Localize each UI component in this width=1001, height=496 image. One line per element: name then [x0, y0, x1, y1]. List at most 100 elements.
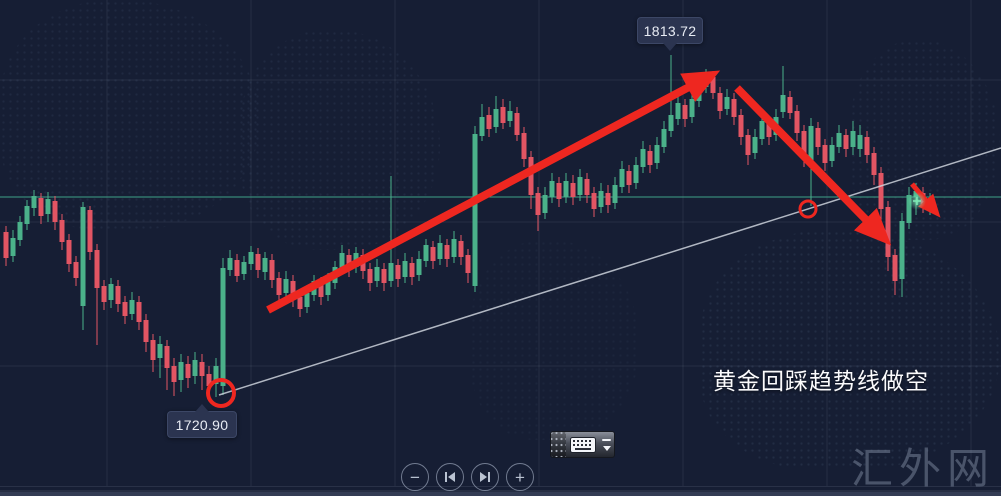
candle-body — [430, 247, 436, 261]
candle-body — [451, 239, 457, 257]
candle-body — [472, 134, 478, 286]
candle-body — [871, 153, 877, 175]
candle-body — [843, 135, 849, 149]
highlight-circle-1[interactable] — [206, 378, 236, 408]
candle-body — [101, 286, 107, 302]
candle-body — [52, 201, 58, 222]
zoom-in-button[interactable]: + — [506, 463, 534, 491]
candle-body — [248, 252, 254, 264]
candle-body — [304, 293, 310, 307]
candle-body — [227, 258, 233, 270]
highlight-circle-2[interactable] — [798, 199, 818, 219]
candle-body — [654, 145, 660, 163]
candle-body — [724, 97, 730, 109]
candle-body — [633, 165, 639, 183]
candle-body — [73, 262, 79, 278]
candle-body — [409, 263, 415, 277]
candle-body — [892, 255, 898, 281]
candle-body — [346, 255, 352, 269]
candle-body — [731, 99, 737, 117]
candle-body — [682, 105, 688, 119]
callout-tail — [663, 43, 677, 51]
candlestick-series — [3, 55, 933, 397]
candle-body — [717, 93, 723, 111]
candle-body — [570, 183, 576, 197]
candle-body — [689, 99, 695, 117]
callout-tail — [195, 404, 209, 412]
candle-body — [171, 366, 177, 382]
candle-body — [10, 238, 16, 256]
candle-body — [885, 207, 891, 257]
candle-body — [710, 77, 716, 93]
candle-body — [94, 250, 100, 288]
candle-body — [493, 109, 499, 127]
candle-body — [402, 261, 408, 277]
candle-body — [801, 131, 807, 157]
candle-body — [318, 283, 324, 297]
candle-body — [591, 193, 597, 209]
candle-body — [535, 193, 541, 215]
candle-body — [486, 115, 492, 129]
candle-body — [507, 111, 513, 121]
candle-body — [675, 103, 681, 119]
strategy-note-text[interactable]: 黄金回踩趋势线做空 — [713, 368, 929, 394]
candle-body — [542, 195, 548, 213]
candle-body — [780, 95, 786, 112]
candle-body — [276, 278, 282, 295]
candle-body — [619, 169, 625, 187]
candle-body — [661, 129, 667, 147]
candle-body — [290, 281, 296, 299]
minus-icon: − — [410, 467, 420, 487]
candle-body — [395, 265, 401, 279]
candle-body — [549, 181, 555, 197]
candle-body — [325, 281, 331, 295]
candle-body — [556, 183, 562, 199]
candle-body — [388, 263, 394, 281]
trend-arrow-1[interactable] — [266, 70, 721, 314]
candle-body — [647, 151, 653, 165]
trend-line-drawing[interactable] — [218, 147, 1001, 396]
candle-body — [759, 121, 765, 139]
candle-body — [479, 117, 485, 136]
current-price-marker — [908, 192, 926, 210]
candle-body — [269, 260, 275, 280]
candle-body — [521, 133, 527, 159]
caret-down-icon[interactable] — [602, 445, 611, 451]
keyboard-icon[interactable] — [570, 436, 596, 453]
candle-body — [206, 374, 212, 386]
zoom-out-button[interactable]: − — [401, 463, 429, 491]
candle-body — [241, 262, 247, 274]
jump-to-start-button[interactable] — [436, 463, 464, 491]
candle-body — [528, 157, 534, 195]
candle-body — [213, 366, 219, 384]
candle-body — [444, 245, 450, 259]
candle-body — [577, 177, 583, 195]
candle-body — [45, 199, 51, 214]
candle-body — [696, 87, 702, 101]
low-price-callout[interactable]: 1720.90 — [167, 404, 237, 438]
candle-body — [381, 269, 387, 283]
candle-body — [829, 145, 835, 161]
keyboard-toolbar[interactable] — [550, 431, 615, 458]
plus-icon: + — [515, 467, 525, 487]
grid-layer — [0, 0, 1001, 486]
candle-body — [220, 268, 226, 386]
candle-body — [80, 207, 86, 306]
candle-body — [367, 269, 373, 283]
candle-body — [234, 260, 240, 276]
candle-body — [822, 145, 828, 163]
high-price-callout[interactable]: 1813.72 — [637, 17, 703, 51]
arrow-drawings[interactable] — [206, 70, 941, 408]
candle-body — [612, 185, 618, 203]
drag-handle-dots[interactable] — [551, 432, 566, 457]
candle-body — [192, 360, 198, 376]
candle-body — [143, 320, 149, 342]
minimize-icon[interactable] — [602, 438, 611, 441]
candle-body — [605, 193, 611, 205]
candle-body — [38, 198, 44, 216]
trend-arrow-2[interactable] — [734, 85, 892, 246]
candle-body — [87, 210, 93, 252]
jump-to-end-button[interactable] — [471, 463, 499, 491]
